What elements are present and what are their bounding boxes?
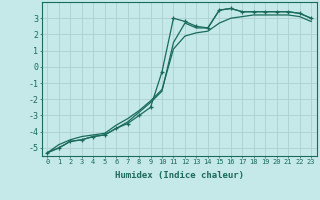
X-axis label: Humidex (Indice chaleur): Humidex (Indice chaleur)	[115, 171, 244, 180]
